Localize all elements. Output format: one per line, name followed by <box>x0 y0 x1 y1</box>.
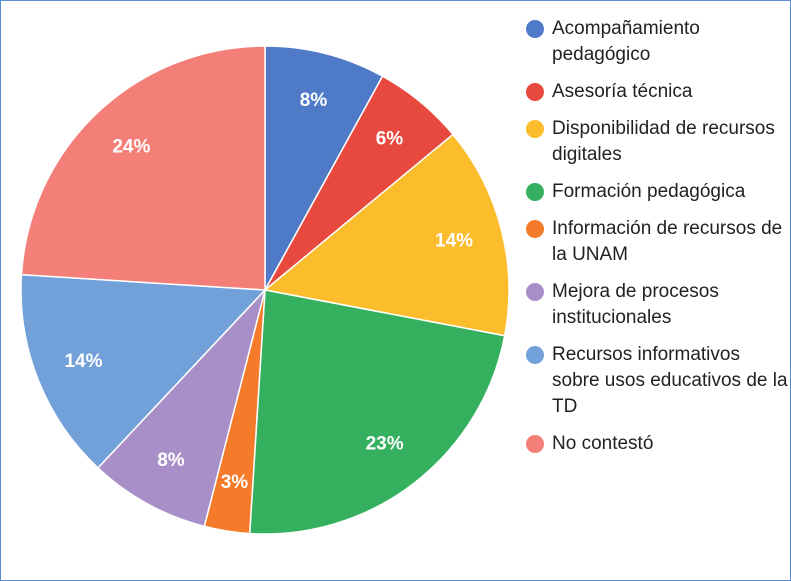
legend-label: Acompañamiento pedagógico <box>552 18 700 65</box>
legend-label: No contestó <box>552 433 654 454</box>
pie-slice <box>20 45 266 291</box>
legend-label: Asesoría técnica <box>552 81 693 102</box>
legend-item: Mejora de procesos institucionales <box>526 279 788 331</box>
pie-slice <box>264 45 384 291</box>
legend-item: Recursos informativos sobre usos educati… <box>526 342 788 420</box>
pie-slice <box>96 289 266 528</box>
legend-item: Formación pedagógica <box>526 179 788 205</box>
legend: Acompañamiento pedagógico Asesoría técnic… <box>526 16 788 468</box>
legend-swatch <box>526 183 544 201</box>
legend-label: Recursos informativos sobre usos educati… <box>552 344 788 417</box>
legend-swatch <box>526 120 544 138</box>
legend-swatch <box>526 83 544 101</box>
legend-item: No contestó <box>526 431 788 457</box>
legend-item: Información de recursos de la UNAM <box>526 216 788 268</box>
pie-slice <box>248 289 506 535</box>
slice-label: 14% <box>64 351 102 372</box>
slice-label: 23% <box>366 433 404 454</box>
legend-swatch <box>526 346 544 364</box>
legend-item: Asesoría técnica <box>526 79 788 105</box>
legend-swatch <box>526 20 544 38</box>
legend-label: Mejora de procesos institucionales <box>552 281 719 328</box>
slice-label: 8% <box>157 450 185 471</box>
legend-label: Disponibilidad de recursos digitales <box>552 118 775 165</box>
slice-label: 3% <box>221 472 249 493</box>
pie-slice <box>20 273 267 469</box>
legend-label: Información de recursos de la UNAM <box>552 218 783 265</box>
slice-label: 24% <box>112 137 150 158</box>
slice-label: 6% <box>376 129 404 150</box>
pie-slice <box>263 133 510 337</box>
legend-label: Formación pedagógica <box>552 181 746 202</box>
legend-item: Acompañamiento pedagógico <box>526 16 788 68</box>
legend-swatch <box>526 220 544 238</box>
slice-label: 14% <box>435 230 473 251</box>
legend-swatch <box>526 435 544 453</box>
legend-item: Disponibilidad de recursos digitales <box>526 116 788 168</box>
legend-swatch <box>526 283 544 301</box>
slice-label: 8% <box>300 90 328 111</box>
